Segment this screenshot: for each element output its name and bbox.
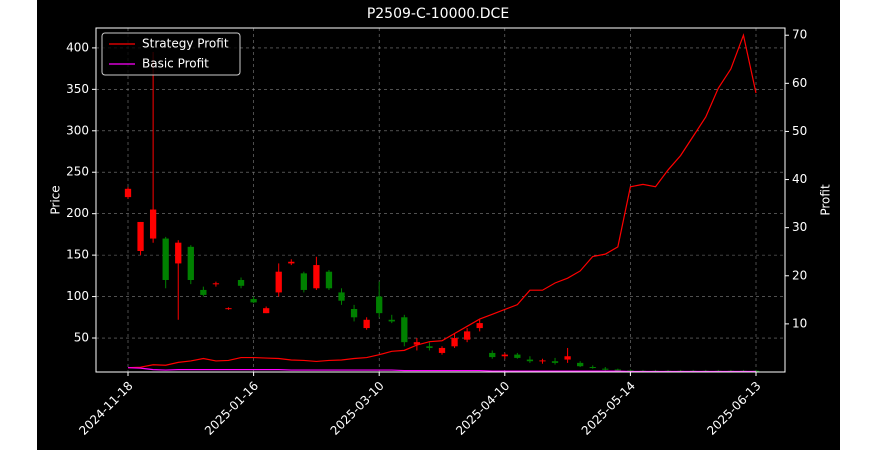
- chart-title: P2509-C-10000.DCE: [367, 6, 509, 22]
- y2-tick-label: 70: [792, 28, 807, 42]
- candle-body: [577, 362, 584, 367]
- y2-tick-label: 50: [792, 124, 807, 138]
- y2-tick-label: 30: [792, 220, 807, 234]
- candle-body: [263, 308, 270, 314]
- candle-body: [338, 292, 345, 301]
- candle-body: [124, 188, 132, 198]
- candle-body: [514, 354, 521, 358]
- candle-body: [476, 323, 483, 329]
- candle-body: [275, 271, 282, 293]
- candle-body: [149, 209, 157, 239]
- candle-body: [501, 354, 508, 357]
- candle-body: [463, 331, 471, 340]
- candle-body: [187, 246, 194, 280]
- candle-body: [438, 347, 446, 353]
- legend-box: [101, 32, 241, 76]
- legend-label: Strategy Profit: [142, 37, 229, 51]
- candle-body: [350, 309, 358, 318]
- candle-body: [325, 271, 333, 289]
- candle-body: [376, 296, 383, 314]
- y-tick-label: 350: [66, 82, 89, 96]
- y2-tick-label: 40: [792, 172, 807, 186]
- y-tick-label: 250: [66, 165, 89, 179]
- y2-tick-label: 60: [792, 76, 807, 90]
- candle-body: [489, 352, 496, 358]
- legend: Strategy Profit Basic Profit: [101, 32, 241, 76]
- candle-body: [313, 265, 320, 289]
- candle-body: [602, 368, 609, 370]
- candle-body: [225, 308, 232, 310]
- candle-body: [614, 369, 621, 371]
- candle-body: [388, 319, 395, 322]
- candle-body: [250, 299, 257, 303]
- y-tick-label: 400: [66, 40, 89, 54]
- candle-body: [401, 317, 408, 343]
- legend-label: Basic Profit: [142, 57, 209, 71]
- y-axis-label: Price: [49, 185, 63, 214]
- candle-body: [237, 279, 245, 286]
- candle-body: [526, 359, 534, 362]
- y-tick-label: 300: [66, 123, 89, 137]
- candle-body: [300, 273, 307, 290]
- candle-body: [426, 346, 433, 348]
- candle-body: [212, 283, 220, 285]
- y2-tick-label: 20: [792, 268, 807, 282]
- candle-body: [551, 361, 559, 363]
- candle-body: [137, 221, 144, 251]
- y-tick-label: 50: [74, 331, 89, 345]
- profit-line: [127, 33, 757, 369]
- candle-body: [451, 338, 458, 347]
- candle-body: [627, 370, 634, 372]
- y-tick-label: 100: [66, 289, 89, 303]
- candle-body: [288, 261, 295, 264]
- y2-axis-label: Profit: [819, 184, 833, 216]
- candle-body: [413, 342, 421, 345]
- candle-body: [162, 238, 169, 280]
- plot-frame: [95, 27, 786, 373]
- y-tick-label: 150: [66, 248, 89, 262]
- candle-body: [175, 242, 182, 264]
- candle-body: [363, 319, 370, 329]
- y2-tick-label: 10: [792, 316, 807, 330]
- candle-body: [564, 356, 571, 360]
- candle-body: [539, 360, 546, 362]
- candle-body: [589, 367, 596, 369]
- y-tick-label: 200: [66, 206, 89, 220]
- candle-body: [200, 289, 207, 295]
